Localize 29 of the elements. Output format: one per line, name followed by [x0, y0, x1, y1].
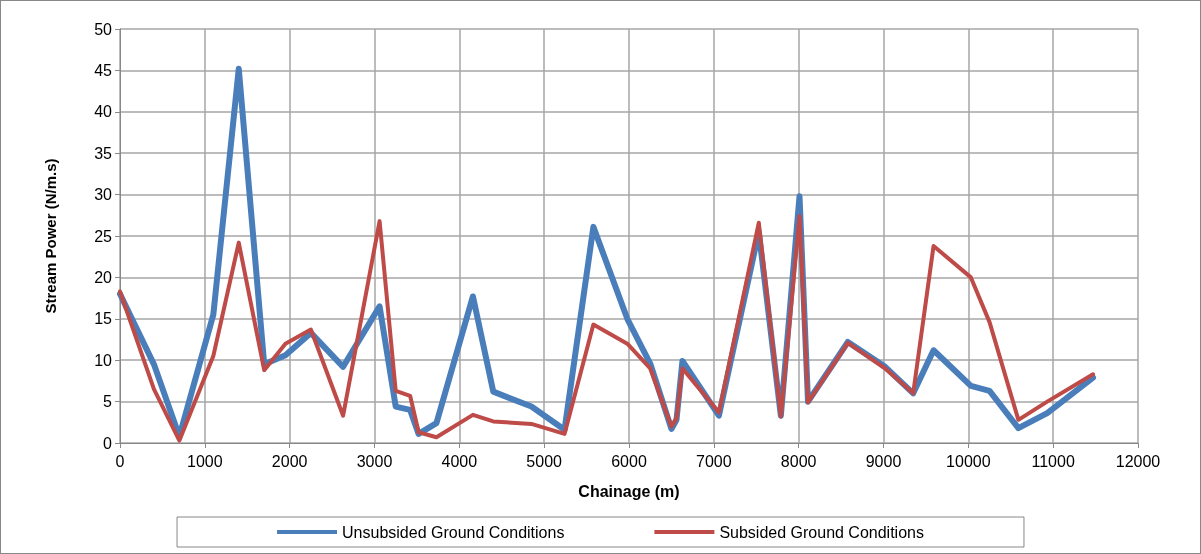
x-tick-label: 10000 [946, 452, 991, 470]
y-tick-label: 45 [94, 61, 113, 79]
y-tick-label: 40 [94, 103, 113, 121]
x-axis-title: Chainage (m) [578, 482, 680, 500]
y-tick-label: 35 [94, 144, 113, 162]
x-tick-label: 7000 [696, 452, 732, 470]
x-tick-label: 9000 [865, 452, 902, 470]
x-tick-label: 0 [115, 452, 125, 470]
y-tick-label: 30 [94, 186, 113, 204]
legend-label: Subsided Ground Conditions [719, 523, 924, 541]
y-tick-label: 5 [103, 393, 113, 411]
x-tick-label: 6000 [611, 452, 647, 470]
y-tick-label: 0 [103, 434, 113, 452]
y-tick-label: 15 [94, 310, 113, 328]
legend-label: Unsubsided Ground Conditions [342, 523, 565, 541]
x-tick-label: 3000 [356, 452, 393, 470]
line-series [118, 214, 1096, 443]
x-tick-label: 12000 [1115, 452, 1161, 470]
x-tick-label: 11000 [1031, 452, 1075, 470]
y-axis-title: Stream Power (N/m.s) [42, 158, 59, 314]
x-tick-label: 4000 [441, 452, 478, 470]
y-tick-label: 25 [94, 227, 113, 245]
y-tick-label: 50 [94, 20, 113, 38]
y-tick-label: 20 [94, 268, 113, 286]
x-tick-label: 5000 [526, 452, 563, 470]
y-tick-label: 10 [94, 351, 113, 369]
x-tick-label: 2000 [271, 452, 308, 470]
x-tick-label: 8000 [780, 452, 817, 470]
x-tick-label: 1000 [187, 452, 223, 470]
